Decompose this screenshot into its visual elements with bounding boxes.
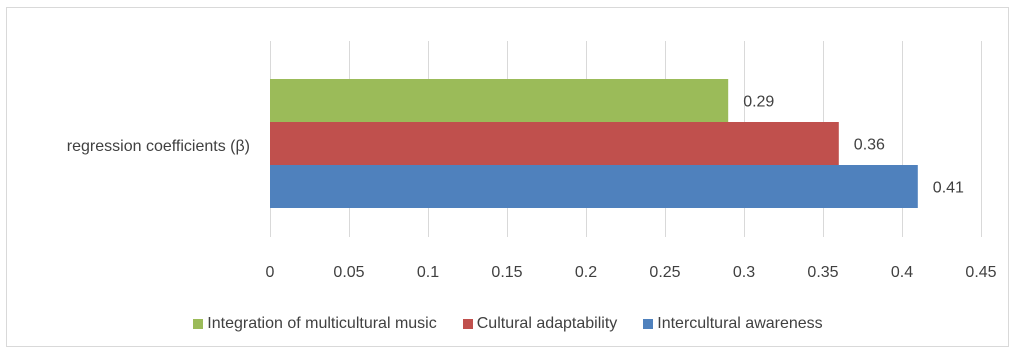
legend-label: Cultural adaptability [476, 315, 618, 332]
legend-label: Integration of multicultural music [207, 315, 437, 332]
x-tick-label: 0.1 [417, 264, 439, 281]
data-label: 0.41 [933, 180, 964, 197]
x-tick-label: 0.15 [491, 264, 522, 281]
data-label: 0.36 [854, 137, 885, 154]
legend-label: Intercultural awareness [657, 315, 823, 332]
bars [270, 79, 918, 208]
x-axis-ticks: 0 0.05 0.1 0.15 0.2 0.25 0.3 0.35 0.4 0.45 [266, 264, 997, 281]
legend-item: Cultural adaptability [462, 315, 618, 333]
x-tick-label: 0.25 [649, 264, 680, 281]
legend: Integration of multicultural music Cultur… [0, 315, 1016, 333]
data-labels: 0.29 0.36 0.41 [743, 94, 964, 197]
data-label: 0.29 [743, 94, 774, 111]
legend-swatch [643, 319, 654, 329]
legend-item: Intercultural awareness [643, 315, 823, 333]
x-tick-label: 0.45 [965, 264, 996, 281]
x-tick-label: 0.2 [575, 264, 597, 281]
category-label: regression coefficients (β) [67, 138, 250, 155]
x-tick-label: 0.05 [333, 264, 364, 281]
x-tick-label: 0.4 [891, 264, 913, 281]
x-tick-label: 0.35 [807, 264, 838, 281]
bar-cultural-adaptability [270, 122, 839, 165]
x-tick-label: 0 [266, 264, 275, 281]
x-tick-label: 0.3 [733, 264, 755, 281]
legend-item: Integration of multicultural music [193, 315, 437, 333]
legend-swatch [462, 319, 473, 329]
legend-swatch [193, 319, 204, 329]
bar-integration-of-multicultural-music [270, 79, 729, 122]
bar-intercultural-awareness [270, 165, 918, 208]
